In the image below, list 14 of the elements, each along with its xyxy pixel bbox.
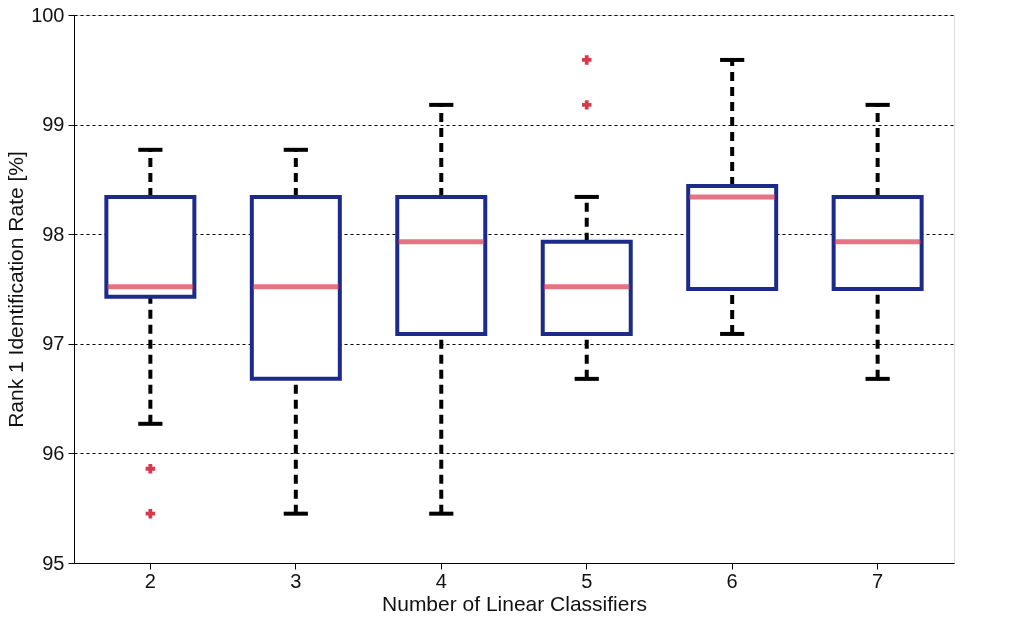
x-tick-label: 3: [290, 569, 302, 592]
x-tick-label: 5: [581, 569, 593, 592]
x-tick-label: 7: [872, 569, 884, 592]
y-tick-label: 95: [42, 551, 65, 574]
x-tick-label: 6: [726, 569, 738, 592]
y-tick-label: 99: [42, 113, 65, 136]
y-tick-label: 96: [42, 441, 65, 464]
y-axis-title: Rank 1 Identification Rate [%]: [4, 151, 28, 428]
y-tick-label: 97: [42, 332, 65, 355]
x-tick-label: 2: [144, 569, 156, 592]
y-tick-label: 100: [31, 3, 65, 26]
x-tick-label: 4: [435, 569, 447, 592]
x-axis-title: Number of Linear Classifiers: [382, 591, 647, 615]
y-tick-label: 98: [42, 222, 65, 245]
